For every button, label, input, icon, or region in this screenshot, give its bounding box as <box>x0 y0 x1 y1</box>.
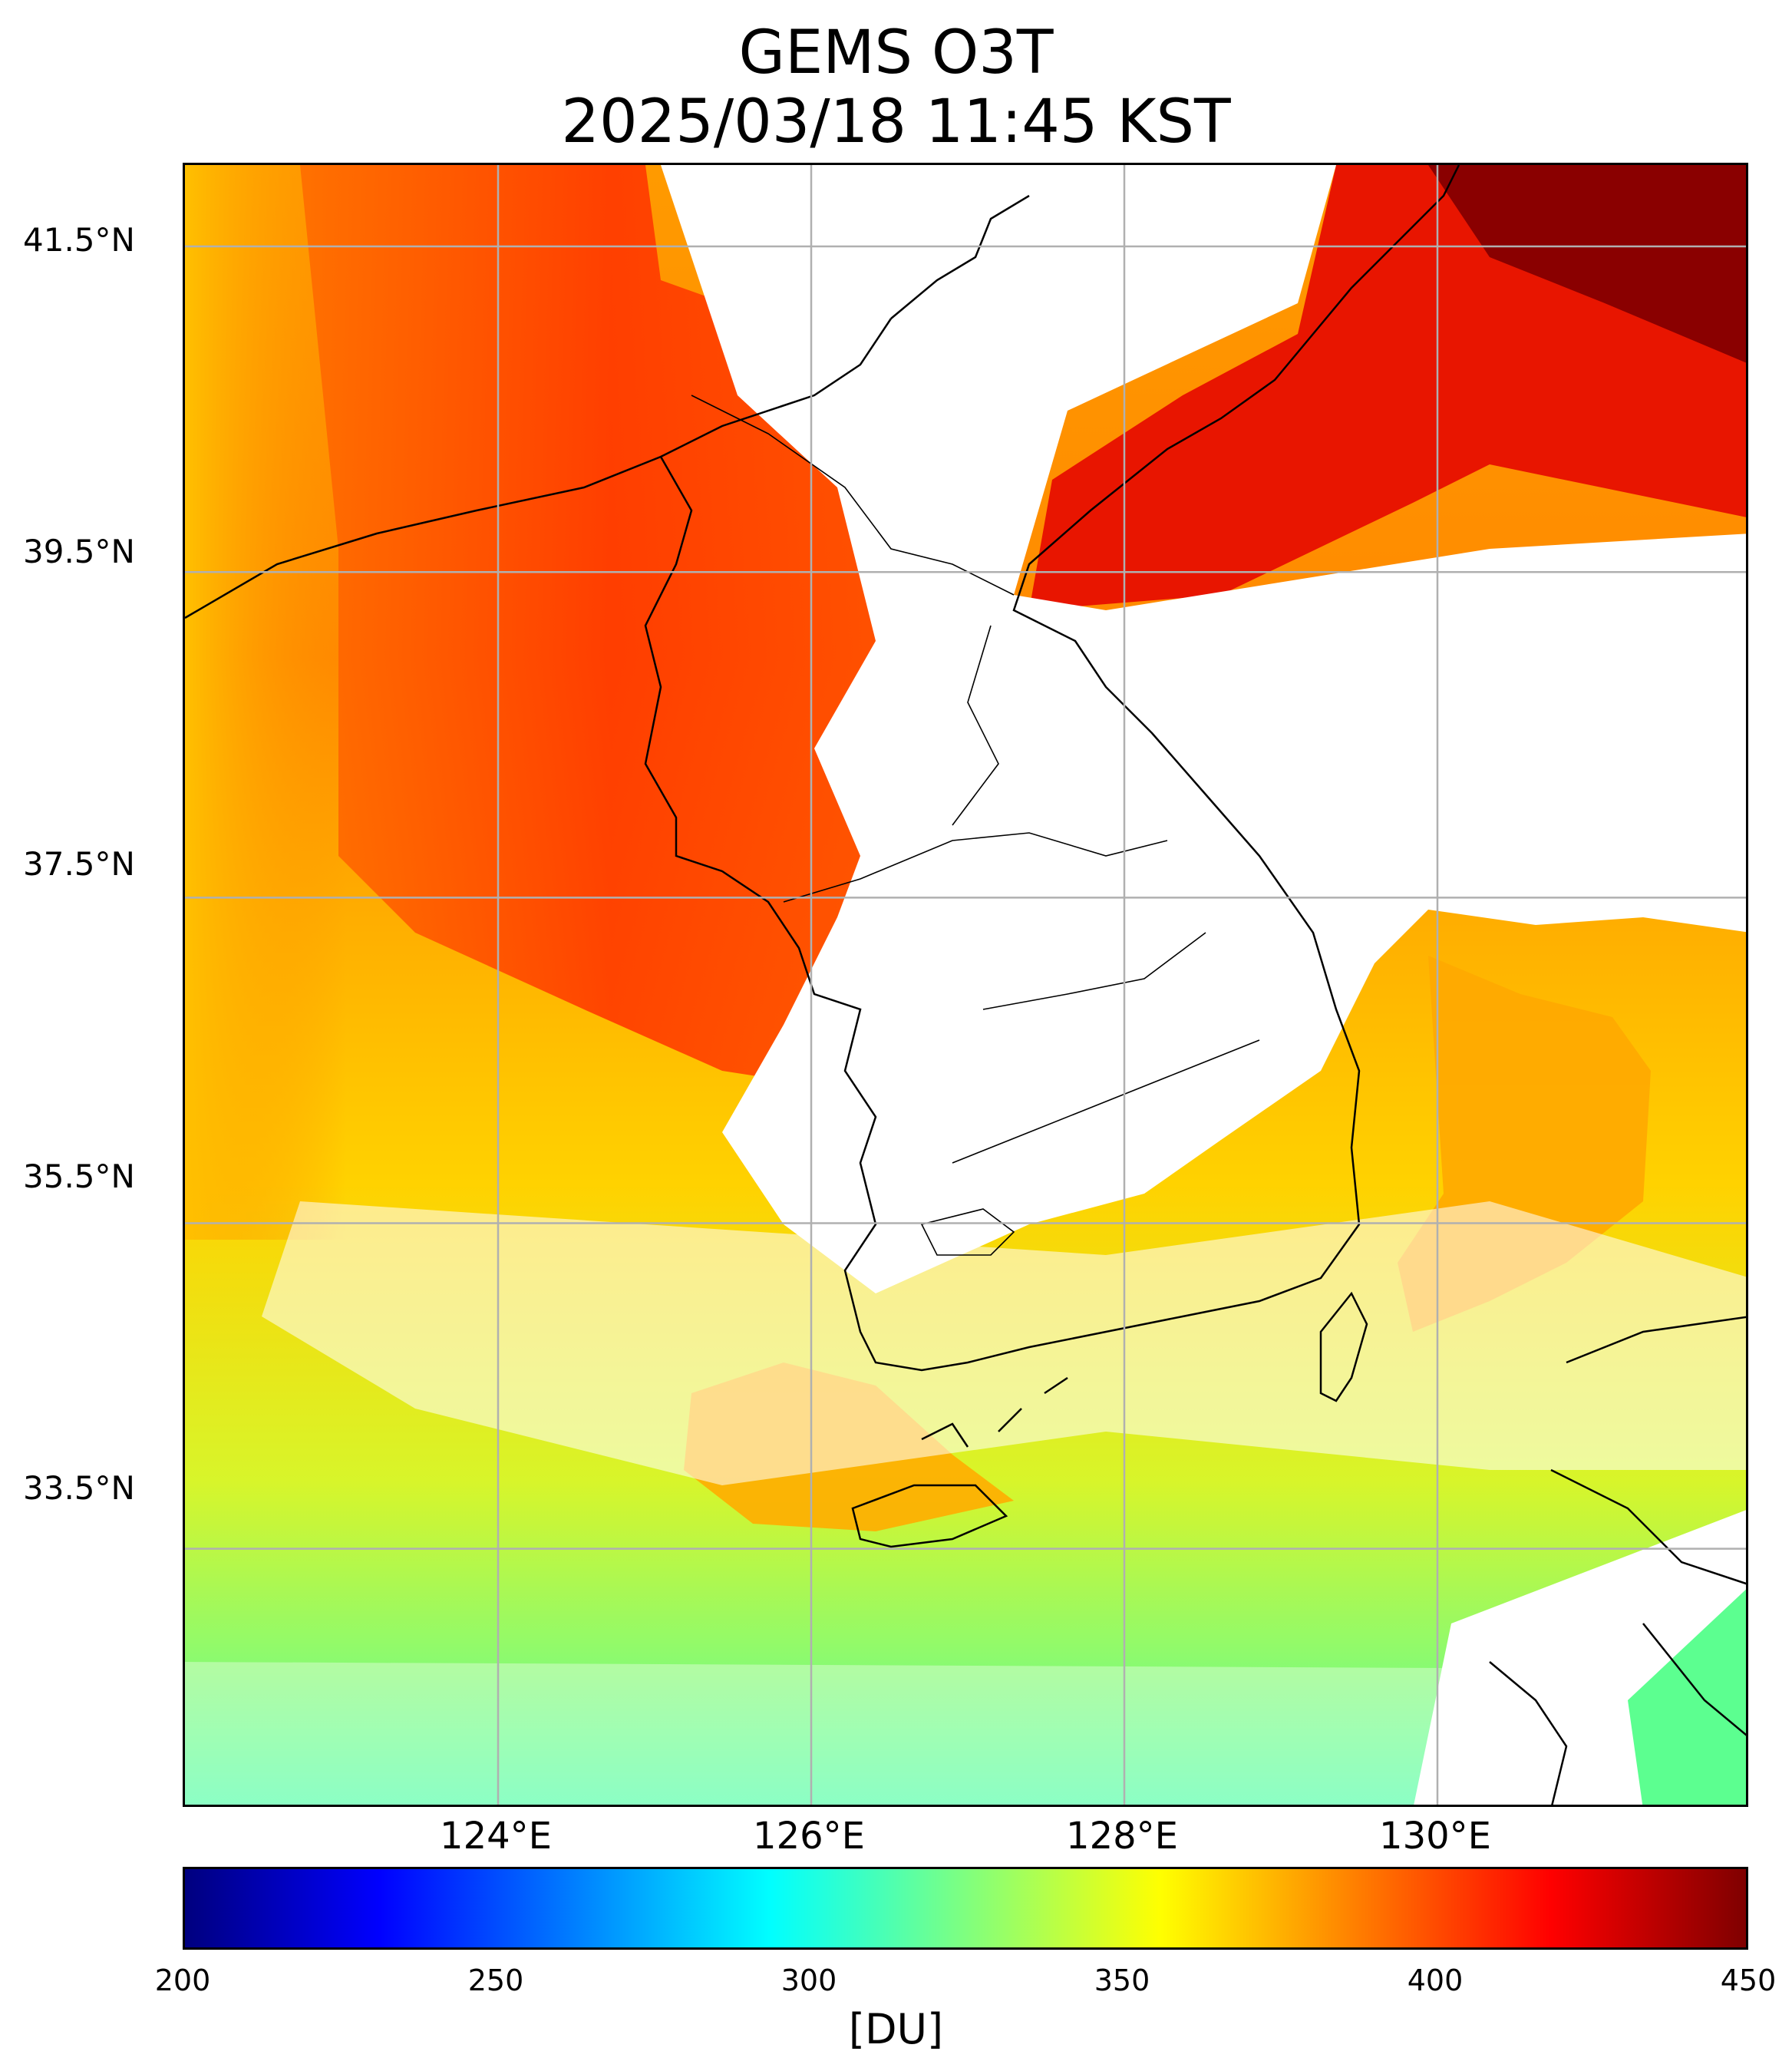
no-data-area-peninsula <box>661 165 1746 1293</box>
lon-label-126: 126°E <box>753 1815 865 1858</box>
coast-bohai <box>185 318 893 619</box>
cloud-gaps-bottom <box>185 1662 1746 1805</box>
inland-lake <box>920 1208 1015 1256</box>
very-high-ozone-region <box>1428 165 1746 363</box>
lon-label-130: 130°E <box>1379 1815 1491 1858</box>
lon-label-128: 128°E <box>1066 1815 1178 1858</box>
map-panel <box>183 163 1748 1807</box>
ozone-map <box>185 165 1746 1805</box>
coast-south-islands <box>921 1376 1068 1448</box>
colorbar-tick-200: 200 <box>154 1964 211 1997</box>
graticule <box>185 165 1746 1805</box>
colorbar-tick-450: 450 <box>1720 1964 1777 1997</box>
colorbar-tick-400: 400 <box>1407 1964 1464 1997</box>
coast-liaodong <box>890 194 1030 319</box>
lat-label-39-5: 39.5°N <box>23 533 135 570</box>
colorbar <box>183 1867 1748 1950</box>
lon-label-124: 124°E <box>440 1815 552 1858</box>
colorbar-unit-label: [DU] <box>848 2005 944 2053</box>
lat-label-33-5: 33.5°N <box>23 1469 135 1507</box>
lat-label-41-5: 41.5°N <box>23 221 135 259</box>
jeju-island <box>851 1484 1008 1548</box>
coast-kyushu <box>1489 1316 1746 1805</box>
lat-label-37-5: 37.5°N <box>23 845 135 883</box>
colorbar-tick-300: 300 <box>780 1964 837 1997</box>
border-dmz <box>783 832 1168 903</box>
coastlines <box>185 165 1746 1805</box>
colorbar-tick-250: 250 <box>467 1964 524 1997</box>
tsushima-island <box>1319 1291 1368 1402</box>
ozone-patch-southeast <box>1628 1589 1746 1805</box>
border-provinces <box>952 625 1260 1164</box>
map-title: GEMS O3T <box>738 18 1054 88</box>
map-subtitle: 2025/03/18 11:45 KST <box>561 88 1231 157</box>
colorbar-tick-350: 350 <box>1094 1964 1150 1997</box>
border-china-dprk <box>691 395 1015 596</box>
lat-label-35-5: 35.5°N <box>23 1158 135 1195</box>
admin-borders <box>691 395 1260 1256</box>
coast-peninsula <box>644 165 1460 1372</box>
cloud-gaps-south <box>262 1201 1746 1485</box>
